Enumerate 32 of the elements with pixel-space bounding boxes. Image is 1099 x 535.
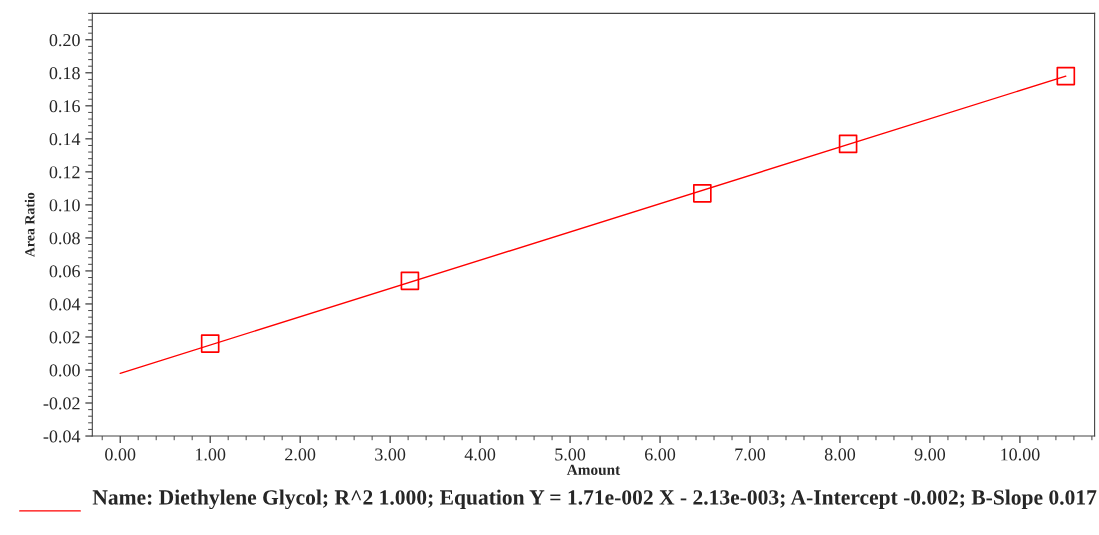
- x-tick-label: 3.00: [375, 448, 406, 461]
- x-tick-label: 1.00: [195, 448, 226, 461]
- x-tick-label: 10.00: [1001, 448, 1040, 461]
- x-tick-label: 2.00: [285, 448, 316, 461]
- y-tick-label: 0.08: [49, 232, 80, 245]
- y-axis-title: Area Ratio: [24, 192, 35, 258]
- x-tick-label: 6.00: [645, 448, 676, 461]
- legend-label: Name: Diethylene Glycol; R^2 1.000; Equation Y = 1.71e-002 X - 2.13e-003; A-Intercept -0.002; B-Slope 0.017: [92, 489, 1097, 510]
- point: [200, 334, 220, 353]
- point: [1056, 66, 1076, 86]
- y-tick-label: 0.06: [49, 265, 80, 278]
- y-tick-label: 0.00: [49, 364, 80, 377]
- x-tick-label: 7.00: [735, 448, 766, 461]
- x-tick-label: 5.00: [555, 448, 586, 461]
- x-tick-label: 9.00: [914, 448, 946, 461]
- y-tick-label: 0.04: [49, 298, 81, 311]
- y-tick-label: 0.16: [49, 100, 80, 113]
- y-tick-label: -0.04: [43, 430, 81, 443]
- point: [400, 271, 420, 291]
- y-tick-label: -0.02: [43, 397, 80, 410]
- y-tick-label: 0.12: [49, 166, 80, 179]
- y-tick-label: 0.18: [49, 67, 80, 80]
- x-tick-label: 8.00: [824, 448, 856, 461]
- point: [838, 134, 858, 154]
- x-tick-label: 0.00: [105, 448, 136, 461]
- y-tick-label: 0.20: [49, 34, 80, 47]
- x-tick-label: 4.00: [464, 448, 496, 461]
- y-tick-label: 0.14: [49, 133, 81, 146]
- y-tick-label: 0.02: [49, 331, 80, 344]
- y-tick-label: 0.10: [49, 199, 80, 212]
- x-axis-title: Amount: [566, 464, 621, 475]
- point: [692, 183, 712, 203]
